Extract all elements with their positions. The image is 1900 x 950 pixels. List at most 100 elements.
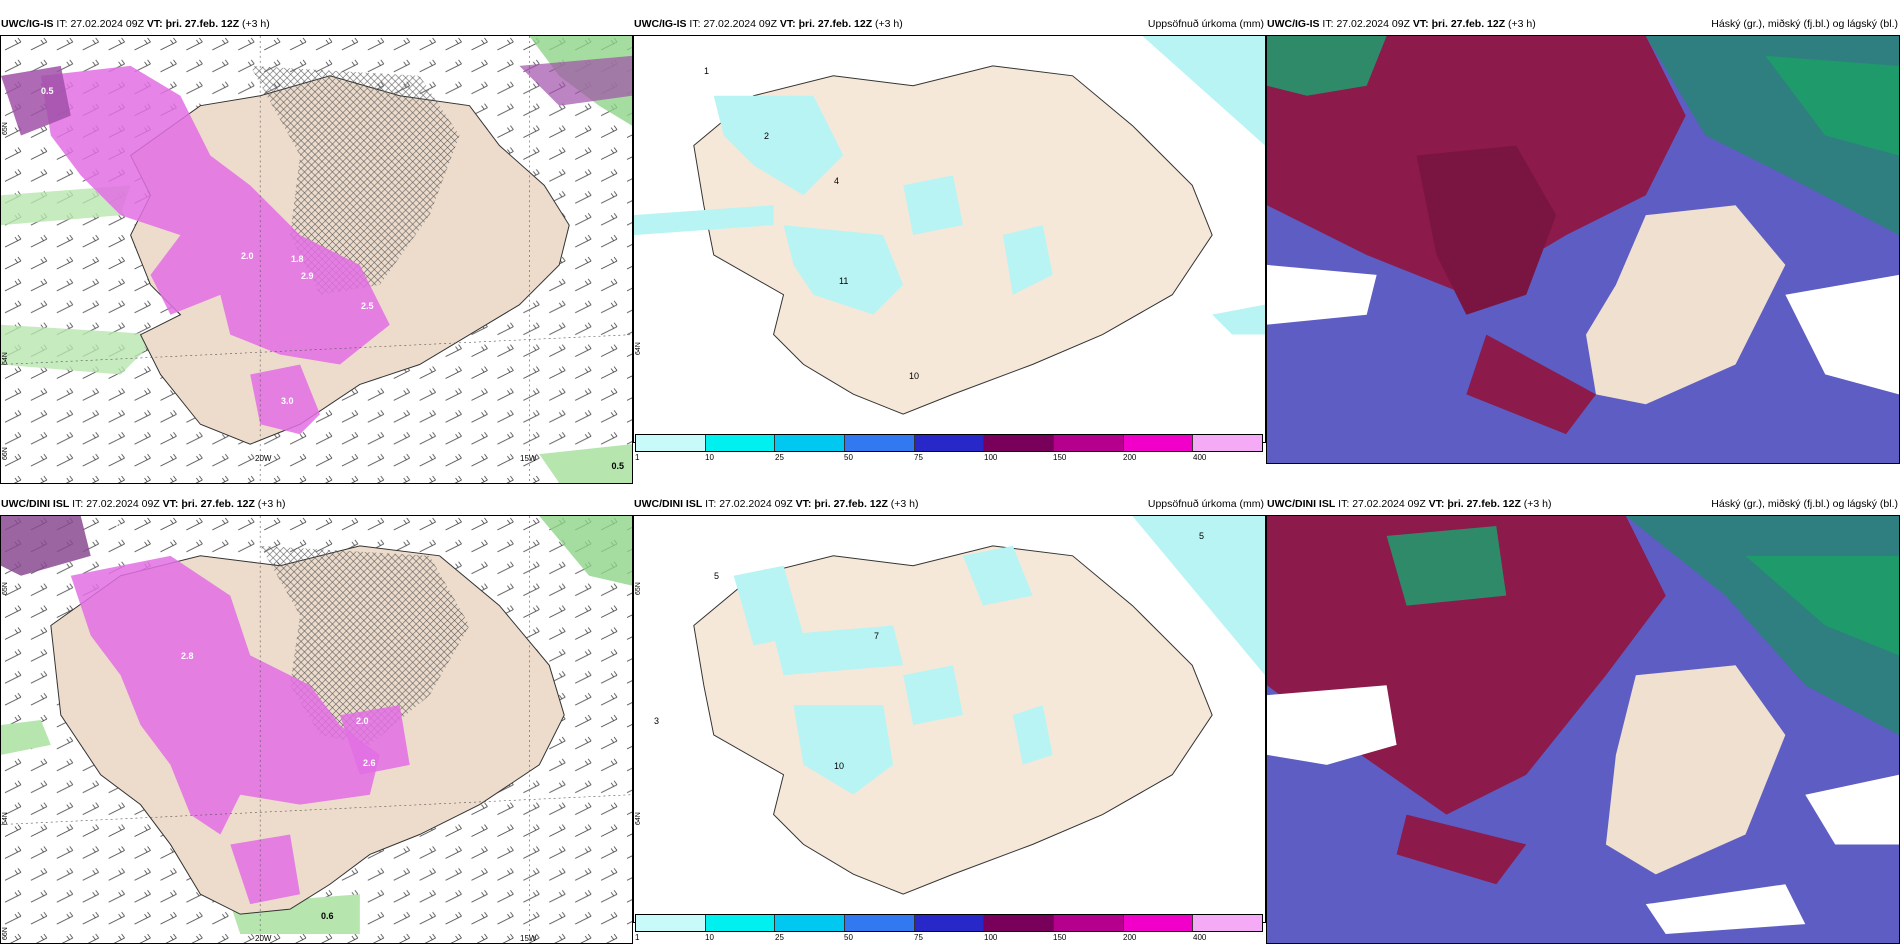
colorbar-tick: 75 xyxy=(914,453,923,462)
map-accum-precip[interactable]: 5 7 10 3 5 xyxy=(633,515,1266,923)
lat-label: 64N xyxy=(2,352,9,365)
map-clouds[interactable] xyxy=(1266,35,1900,464)
colorbar-swatch xyxy=(1193,435,1263,451)
value-label: 2.8 xyxy=(181,651,194,661)
panel-title: Uppsöfnuð úrkoma (mm) xyxy=(1147,18,1264,30)
value-label: 1 xyxy=(704,66,710,76)
colorbar-tick: 1 xyxy=(635,933,640,942)
value-label: 2 xyxy=(764,131,770,141)
value-label: 2.0 xyxy=(356,716,369,726)
value-label: 1.8 xyxy=(291,254,304,264)
map-canvas xyxy=(1267,36,1899,463)
panel-clouds-igis: UWC/IG-IS IT: 27.02.2024 09Z VT: þri. 27… xyxy=(1266,18,1900,464)
lat-label: 65N xyxy=(2,122,9,135)
colorbar-tick: 1 xyxy=(635,453,640,462)
colorbar-swatch xyxy=(845,915,915,931)
lat-label: 66N xyxy=(2,927,9,940)
colorbar xyxy=(635,434,1263,452)
panel-header: UWC/IG-IS IT: 27.02.2024 09Z VT: þri. 27… xyxy=(1267,18,1536,30)
colorbar-swatch xyxy=(1193,915,1263,931)
colorbar-swatch xyxy=(914,435,985,451)
lon-label: 20W xyxy=(255,454,272,463)
panel-title: Uppsöfnuð úrkoma (mm) xyxy=(1147,498,1264,510)
value-label: 0.6 xyxy=(321,911,334,921)
colorbar-tick: 100 xyxy=(984,453,998,462)
colorbar-swatch xyxy=(984,435,1055,451)
value-label: 2.6 xyxy=(363,758,376,768)
value-label: 10 xyxy=(909,371,920,381)
colorbar-tick: 400 xyxy=(1193,453,1207,462)
panel-header: UWC/IG-IS IT: 27.02.2024 09Z VT: þri. 27… xyxy=(1,18,270,30)
colorbar xyxy=(635,914,1263,932)
colorbar-tick: 25 xyxy=(775,933,784,942)
lon-label: 15W xyxy=(520,454,537,463)
lat-label: 64N xyxy=(635,342,642,355)
colorbar-swatch xyxy=(775,435,846,451)
colorbar-tick: 10 xyxy=(705,933,714,942)
colorbar-tick: 150 xyxy=(1053,453,1067,462)
lat-label: 64N xyxy=(2,812,9,825)
colorbar-tick: 150 xyxy=(1053,933,1067,942)
colorbar-swatch xyxy=(1054,915,1124,931)
value-label: 4 xyxy=(834,176,840,186)
value-label: 0.3 xyxy=(116,521,129,531)
panel-wind-precip-dini: UWC/DINI ISL IT: 27.02.2024 09Z VT: þri.… xyxy=(0,498,633,944)
map-canvas xyxy=(1,36,632,483)
lon-label: 15W xyxy=(520,934,537,943)
value-label: 2.9 xyxy=(301,271,314,281)
colorbar-swatch xyxy=(636,915,706,931)
value-label: 5 xyxy=(1199,531,1205,541)
colorbar-tick: 100 xyxy=(984,933,998,942)
panel-title: Háský (gr.), miðský (fj.bl.) og lágský (… xyxy=(1711,18,1898,30)
panel-header: UWC/IG-IS IT: 27.02.2024 09Z VT: þri. 27… xyxy=(634,18,903,30)
map-wind-precip[interactable]: 0.3 2.8 2.0 2.6 0.6 xyxy=(0,515,633,944)
colorbar-swatch xyxy=(636,435,706,451)
colorbar-tick: 400 xyxy=(1193,933,1207,942)
panel-header: UWC/DINI ISL IT: 27.02.2024 09Z VT: þri.… xyxy=(1267,498,1552,510)
value-label: 5 xyxy=(714,571,720,581)
lat-label: 65N xyxy=(2,582,9,595)
colorbar-tick: 75 xyxy=(914,933,923,942)
colorbar-swatch xyxy=(845,435,915,451)
value-label: 0.5 xyxy=(41,86,54,96)
colorbar-swatch xyxy=(705,435,776,451)
panel-title: Háský (gr.), miðský (fj.bl.) og lágský (… xyxy=(1711,498,1898,510)
map-wind-precip[interactable]: 0.5 2.0 1.8 2.9 2.5 3.0 0.5 xyxy=(0,35,633,484)
colorbar-tick: 50 xyxy=(844,933,853,942)
colorbar-swatch xyxy=(984,915,1055,931)
value-label: 3 xyxy=(654,716,660,726)
colorbar-ticks: 1 10 25 50 75 100 150 200 400 xyxy=(635,933,1263,943)
colorbar-swatch xyxy=(1054,435,1124,451)
map-accum-precip[interactable]: 1 2 4 11 10 xyxy=(633,35,1266,443)
colorbar-tick: 200 xyxy=(1123,933,1137,942)
panel-wind-precip-igis: UWC/IG-IS IT: 27.02.2024 09Z VT: þri. 27… xyxy=(0,18,633,484)
colorbar-tick: 50 xyxy=(844,453,853,462)
colorbar-swatch xyxy=(775,915,846,931)
value-label: 11 xyxy=(839,276,849,286)
panel-header: UWC/DINI ISL IT: 27.02.2024 09Z VT: þri.… xyxy=(634,498,919,510)
map-canvas xyxy=(1267,516,1899,943)
colorbar-swatch xyxy=(914,915,985,931)
lat-label: 66N xyxy=(2,447,9,460)
value-label: 2.0 xyxy=(241,251,254,261)
map-canvas xyxy=(693,516,1265,895)
map-clouds[interactable] xyxy=(1266,515,1900,944)
panel-clouds-dini: UWC/DINI ISL IT: 27.02.2024 09Z VT: þri.… xyxy=(1266,498,1900,944)
map-canvas xyxy=(634,36,1265,415)
lat-label: 65N xyxy=(635,582,642,595)
panel-accum-precip-igis: UWC/IG-IS IT: 27.02.2024 09Z VT: þri. 27… xyxy=(633,18,1266,464)
panel-accum-precip-dini: UWC/DINI ISL IT: 27.02.2024 09Z VT: þri.… xyxy=(633,498,1266,944)
lat-label: 64N xyxy=(635,812,642,825)
lon-label: 20W xyxy=(255,934,272,943)
value-label: 10 xyxy=(834,761,845,771)
panel-header: UWC/DINI ISL IT: 27.02.2024 09Z VT: þri.… xyxy=(1,498,286,510)
value-label: 2.5 xyxy=(361,301,374,311)
corner-value: 0.5 xyxy=(611,461,624,471)
colorbar-tick: 10 xyxy=(705,453,714,462)
value-label: 7 xyxy=(874,631,880,641)
value-label: 3.0 xyxy=(281,396,294,406)
colorbar-swatch xyxy=(1123,915,1194,931)
colorbar-swatch xyxy=(1123,435,1194,451)
colorbar-swatch xyxy=(705,915,776,931)
colorbar-tick: 200 xyxy=(1123,453,1137,462)
